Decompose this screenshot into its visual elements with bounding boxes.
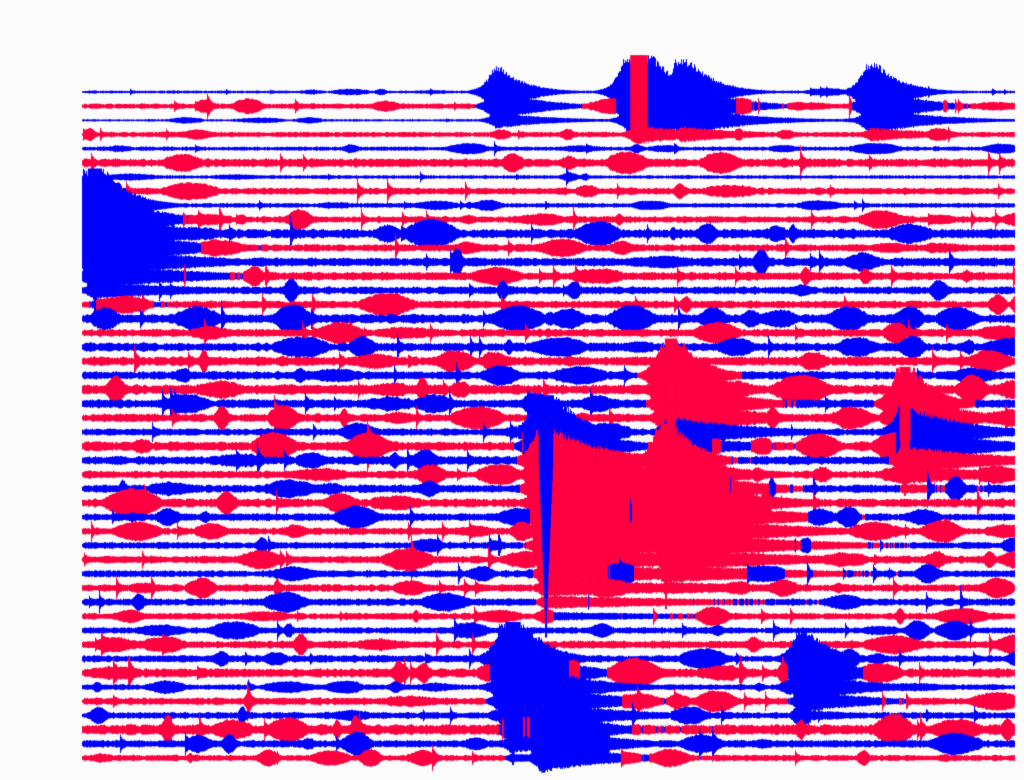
seismogram-canvas	[0, 0, 1024, 780]
seismogram-plot	[0, 0, 1024, 780]
helicorder-screen: HP Paravola Applied filter: WWSSN-SP 201…	[0, 0, 1024, 780]
